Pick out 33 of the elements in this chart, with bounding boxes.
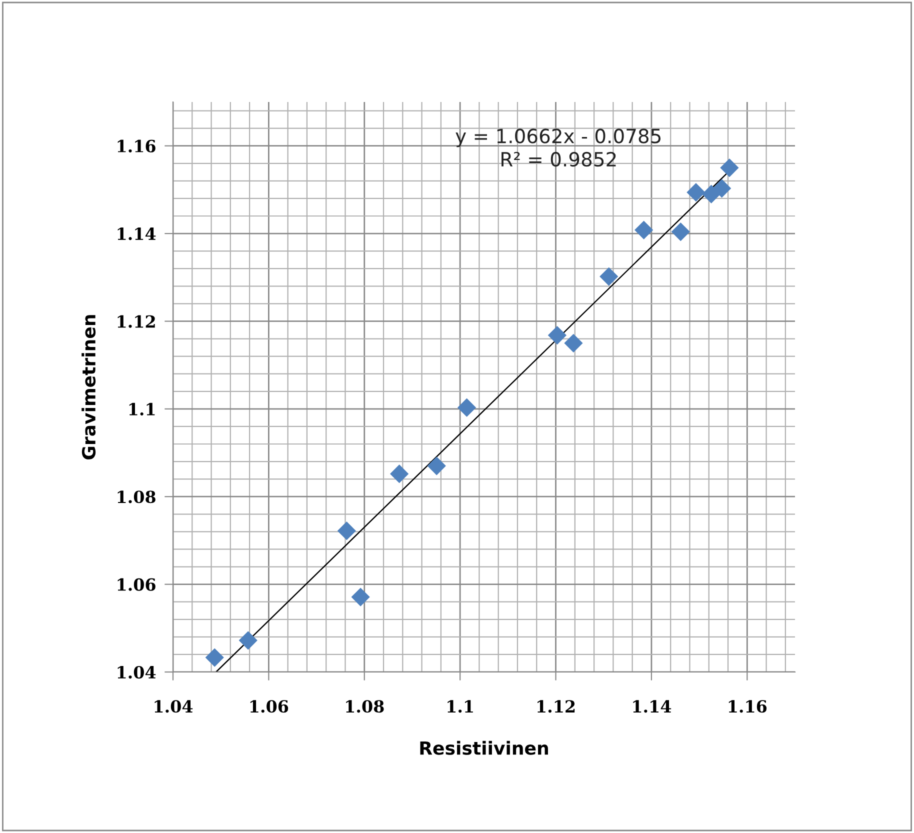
- point: [712, 179, 732, 198]
- point: [205, 648, 224, 667]
- point: [390, 464, 409, 484]
- point: [548, 326, 567, 345]
- x-tick-label: 1.16: [728, 700, 767, 713]
- y-tick-label: 1.04: [118, 666, 156, 679]
- x-tick-label: 1.06: [250, 700, 288, 713]
- x-axis-title: Resistiivinen: [420, 740, 548, 755]
- point: [600, 267, 618, 286]
- y-tick-label: 1.06: [118, 578, 156, 591]
- y-tick-label: 1.1: [129, 402, 155, 416]
- point: [564, 334, 583, 352]
- y-tick-label: 1.08: [118, 490, 156, 504]
- point: [337, 522, 356, 540]
- point: [686, 183, 706, 202]
- point: [457, 398, 476, 417]
- x-tick-label: 1.08: [346, 700, 384, 713]
- y-tick-label: 1.14: [118, 228, 156, 240]
- x-tick-label: 1.14: [633, 700, 672, 713]
- point: [702, 184, 721, 204]
- annotation: y = 1.0662x - 0.0785 R² = 0.9852: [456, 128, 660, 167]
- point: [351, 588, 370, 606]
- x-tick-label: 1.1: [448, 700, 473, 713]
- y-axis-title: Gravimetrinen: [82, 315, 96, 460]
- y-tick-label: 1.16: [118, 140, 156, 152]
- x-tick-label: 1.12: [538, 700, 575, 713]
- point: [427, 456, 446, 476]
- point: [720, 158, 739, 178]
- point: [238, 631, 258, 650]
- x-tick-label: 1.04: [154, 700, 193, 713]
- point: [671, 222, 690, 242]
- y-tick-label: 1.12: [118, 315, 155, 328]
- point: [634, 220, 654, 240]
